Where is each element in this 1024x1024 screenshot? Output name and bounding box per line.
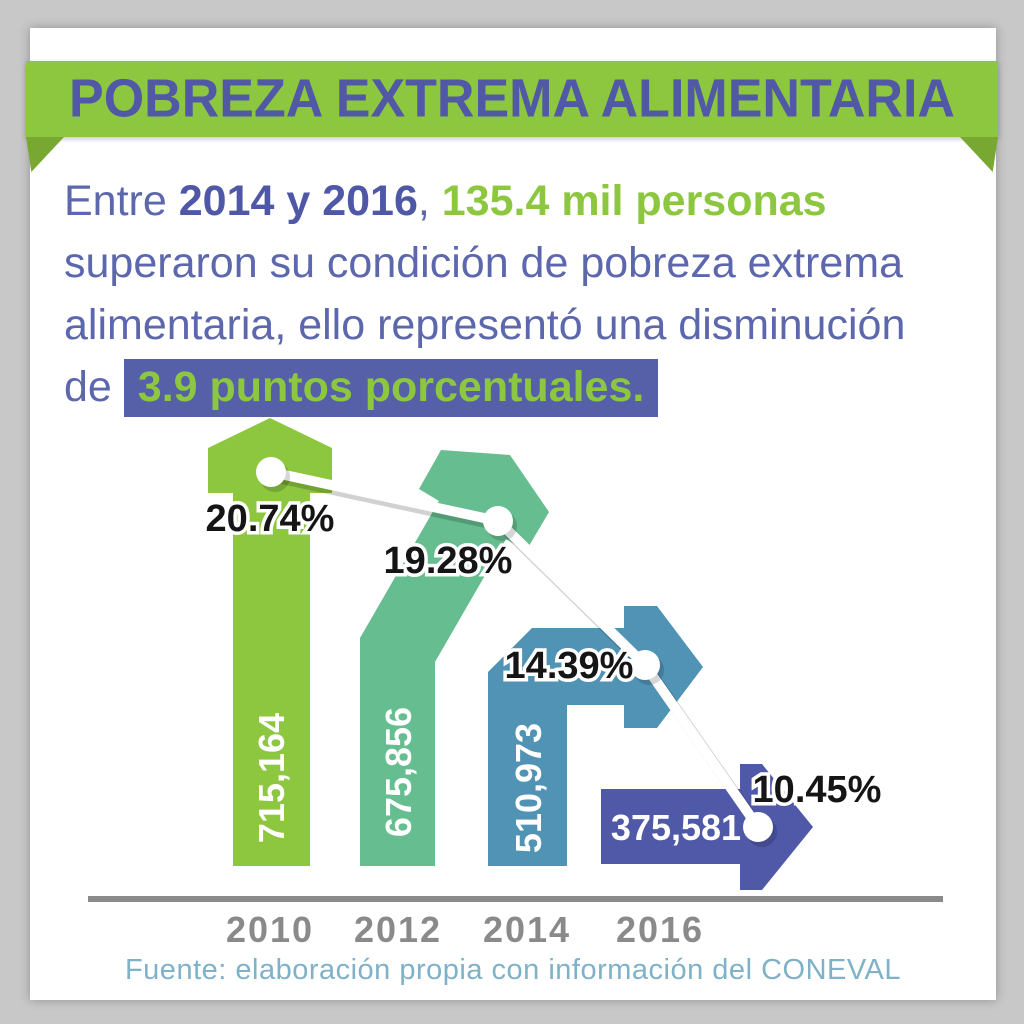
bar-arrow-2012 bbox=[360, 450, 549, 866]
marker-2012 bbox=[483, 506, 513, 536]
year-label-2016: 2016 bbox=[616, 909, 704, 950]
intro-text: Entre bbox=[64, 177, 179, 225]
marker-2010 bbox=[256, 457, 286, 487]
intro-text: , bbox=[417, 177, 442, 225]
intro-line-4: de 3.9 puntos porcentuales. bbox=[64, 356, 969, 418]
value-label-2014: 510,973 bbox=[508, 723, 549, 853]
source-attribution: Fuente: elaboración propia con informaci… bbox=[124, 954, 902, 986]
pct-label-2010: 20.74% bbox=[206, 498, 335, 540]
value-label-2010: 715,164 bbox=[251, 713, 292, 843]
intro-line-1: Entre 2014 y 2016, 135.4 mil personas bbox=[64, 170, 969, 232]
value-label-2016: 375,581 bbox=[611, 807, 741, 848]
pct-label-2014: 14.39% bbox=[505, 645, 634, 687]
intro-line-2: superaron su condición de pobreza extrem… bbox=[64, 239, 904, 287]
pct-label-2016: 10.45% bbox=[753, 769, 882, 811]
arrow-bar-chart: 20.74% 19.28% 14.39% 10.45% 715,164 675,… bbox=[88, 418, 943, 950]
intro-line-3: alimentaria, ello representó una disminu… bbox=[64, 301, 906, 349]
marker-2014 bbox=[630, 650, 660, 680]
bar-arrow-2016 bbox=[601, 764, 813, 890]
page-title: POBREZA EXTREMA ALIMENTARIA bbox=[69, 68, 955, 130]
title-banner: POBREZA EXTREMA ALIMENTARIA bbox=[26, 61, 998, 137]
pct-label-2012: 19.28% bbox=[384, 540, 513, 582]
year-label-2010: 2010 bbox=[226, 909, 314, 950]
intro-paragraph: Entre 2014 y 2016, 135.4 mil personas su… bbox=[64, 170, 969, 418]
intro-highlight-green: 135.4 mil personas bbox=[441, 177, 827, 225]
bar-arrow-2010 bbox=[208, 418, 332, 866]
trend-markers bbox=[256, 457, 777, 847]
intro-text: de bbox=[64, 363, 124, 411]
value-label-2012: 675,856 bbox=[378, 707, 419, 837]
marker-2016 bbox=[743, 812, 773, 842]
year-label-2014: 2014 bbox=[483, 909, 571, 950]
year-label-2012: 2012 bbox=[354, 909, 442, 950]
intro-years-bold: 2014 y 2016 bbox=[178, 177, 418, 225]
highlight-badge: 3.9 puntos porcentuales. bbox=[123, 359, 659, 417]
trend-line bbox=[266, 467, 763, 832]
